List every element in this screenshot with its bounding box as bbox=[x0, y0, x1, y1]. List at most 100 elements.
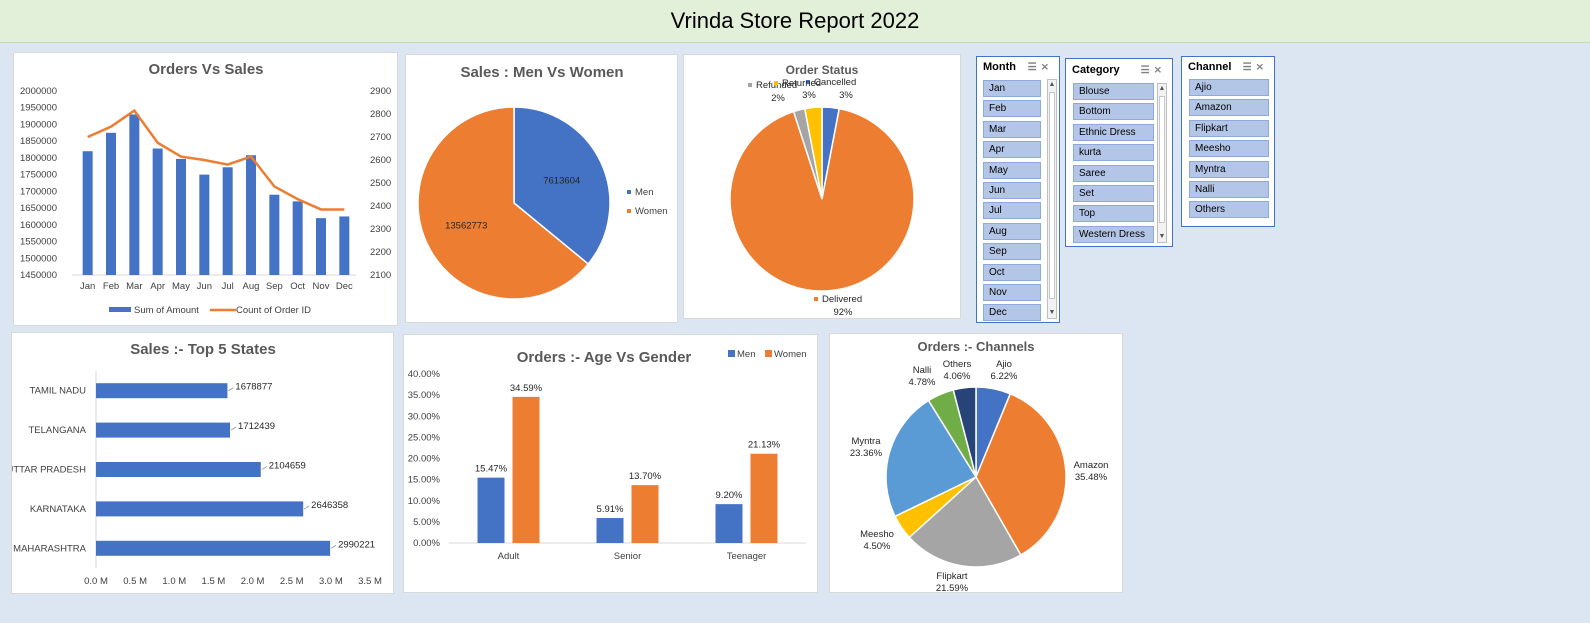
y-tick-label: 40.00% bbox=[408, 369, 441, 380]
legend-swatch-men bbox=[728, 350, 735, 357]
month-item-nov[interactable]: Nov bbox=[983, 284, 1041, 301]
category-item-saree[interactable]: Saree bbox=[1073, 164, 1154, 182]
bar-tamil-nadu bbox=[96, 383, 228, 399]
slice-name-meesho: Meesho bbox=[860, 529, 894, 540]
slice-name-flipkart: Flipkart bbox=[936, 571, 968, 582]
status-slice-delivered bbox=[729, 107, 915, 292]
bar-oct bbox=[292, 201, 303, 275]
x-tick-label: 0.5 M bbox=[123, 576, 147, 587]
bar-maharashtra bbox=[96, 540, 331, 556]
bar-senior-men bbox=[596, 518, 624, 543]
month-item-jul[interactable]: Jul bbox=[983, 202, 1041, 220]
bar-jun bbox=[199, 174, 210, 275]
bar-adult-women bbox=[512, 396, 540, 543]
sales-men-women-chart: Sales : Men Vs Women 7613604 Men 13562773 Wo… bbox=[417, 64, 668, 300]
x-tick-label: 3.5 M bbox=[358, 576, 382, 587]
month-item-jun[interactable]: Jun bbox=[983, 182, 1041, 199]
channels-panel: Orders :- Channels Ajio 6.22% Amazon 35.48% F… bbox=[829, 333, 1123, 594]
category-slicer-scrollbar[interactable]: ▲ ▼ bbox=[1157, 83, 1167, 243]
channel-item-amazon[interactable]: Amazon bbox=[1189, 99, 1269, 117]
category-item-top[interactable]: Top bbox=[1073, 205, 1154, 223]
x-tick-label: 1.5 M bbox=[202, 576, 226, 587]
month-item-oct[interactable]: Oct bbox=[983, 263, 1041, 281]
slice-value-cancelled: 3% bbox=[839, 90, 853, 101]
legend-swatch-returned bbox=[774, 81, 778, 85]
category-item-bottom[interactable]: Bottom bbox=[1073, 103, 1154, 121]
slice-name-refunded: Refunded bbox=[756, 80, 797, 91]
month-item-dec[interactable]: Dec bbox=[983, 304, 1041, 322]
y-right-tick-label: 2900 bbox=[370, 86, 391, 97]
multi-select-icon[interactable]: ☰ bbox=[1242, 61, 1256, 73]
bar-telangana bbox=[96, 422, 231, 438]
scroll-thumb[interactable] bbox=[1049, 92, 1055, 299]
bar-mar bbox=[129, 114, 140, 275]
legend-label-men: Men bbox=[737, 349, 755, 360]
legend-swatch-women bbox=[765, 350, 772, 357]
month-item-feb[interactable]: Feb bbox=[983, 100, 1041, 118]
scroll-thumb[interactable] bbox=[1159, 96, 1165, 223]
slice-name-returned: Returned bbox=[782, 78, 821, 89]
x-tick-label: Mar bbox=[126, 281, 142, 292]
category-slicer-header: Category ☰⨯ bbox=[1066, 59, 1172, 81]
month-item-apr[interactable]: Apr bbox=[983, 141, 1041, 159]
bar-jul bbox=[222, 167, 233, 275]
x-tick-label: Jan bbox=[80, 281, 95, 292]
y-left-tick-label: 1450000 bbox=[20, 270, 57, 281]
legend-label-women: Women bbox=[635, 206, 668, 217]
clear-filter-icon[interactable]: ⨯ bbox=[1255, 61, 1268, 73]
category-item-set[interactable]: Set bbox=[1073, 185, 1154, 202]
slice-value-delivered: 92% bbox=[833, 307, 853, 318]
y-left-tick-label: 1900000 bbox=[20, 119, 57, 130]
month-item-jan[interactable]: Jan bbox=[983, 80, 1041, 97]
category-item-kurta[interactable]: kurta bbox=[1073, 144, 1154, 162]
month-item-mar[interactable]: Mar bbox=[983, 120, 1041, 138]
channel-item-flipkart[interactable]: Flipkart bbox=[1189, 119, 1269, 137]
channel-item-meesho[interactable]: Meesho bbox=[1189, 140, 1269, 158]
month-item-aug[interactable]: Aug bbox=[983, 222, 1041, 240]
multi-select-icon[interactable]: ☰ bbox=[1140, 64, 1154, 76]
slice-name-myntra: Myntra bbox=[851, 436, 881, 447]
clear-filter-icon[interactable]: ⨯ bbox=[1040, 61, 1053, 73]
legend-swatch-women bbox=[627, 209, 631, 213]
x-tick-label: May bbox=[172, 281, 190, 292]
y-right-tick-label: 2400 bbox=[370, 201, 391, 212]
x-tick-label: Adult bbox=[498, 551, 520, 562]
legend-label-amount: Sum of Amount bbox=[134, 305, 199, 316]
multi-select-icon[interactable]: ☰ bbox=[1027, 61, 1041, 73]
y-tick-label: KARNATAKA bbox=[30, 504, 87, 515]
y-left-tick-label: 1600000 bbox=[20, 220, 57, 231]
gender-slice-women bbox=[417, 106, 590, 300]
channel-item-nalli[interactable]: Nalli bbox=[1189, 181, 1269, 198]
month-item-may[interactable]: May bbox=[983, 161, 1041, 179]
category-item-blouse[interactable]: Blouse bbox=[1073, 83, 1154, 100]
report-title-bar: Vrinda Store Report 2022 bbox=[0, 0, 1590, 43]
data-label-teenager-women: 21.13% bbox=[748, 440, 781, 451]
month-slicer-scrollbar[interactable]: ▲ ▼ bbox=[1047, 79, 1057, 319]
y-tick-label: UTTAR PRADESH bbox=[12, 465, 86, 476]
month-slicer: Month ☰⨯ Jan Feb Mar Apr May Jun Jul Aug Sep Oct N… bbox=[976, 56, 1060, 323]
channel-item-ajio[interactable]: Ajio bbox=[1189, 79, 1269, 96]
month-item-sep[interactable]: Sep bbox=[983, 243, 1041, 261]
data-label-leader bbox=[230, 426, 237, 431]
clear-filter-icon[interactable]: ⨯ bbox=[1153, 64, 1166, 76]
data-label-leader bbox=[228, 387, 234, 392]
channel-item-myntra[interactable]: Myntra bbox=[1189, 160, 1269, 178]
y-left-tick-label: 1650000 bbox=[20, 203, 57, 214]
channel-slice-flipkart bbox=[908, 475, 1022, 568]
bar-teenager-women bbox=[750, 453, 778, 543]
x-tick-label: Dec bbox=[336, 281, 353, 292]
channel-item-others[interactable]: Others bbox=[1189, 201, 1269, 219]
orders-vs-sales-panel: Orders Vs Sales 2000000 1950000 1900000 1850… bbox=[13, 52, 398, 326]
top-states-panel: Sales :- Top 5 States TAMIL NADU 1678877 TE… bbox=[11, 332, 394, 594]
x-tick-label: 3.0 M bbox=[319, 576, 343, 587]
channel-slicer-header: Channel ☰⨯ bbox=[1182, 57, 1274, 77]
slice-name-others: Others bbox=[943, 359, 972, 370]
x-tick-label: Apr bbox=[150, 281, 165, 292]
bar-feb bbox=[106, 132, 116, 275]
bar-adult-men bbox=[477, 477, 505, 543]
chart-title: Orders Vs Sales bbox=[148, 61, 263, 78]
x-tick-label: Sep bbox=[266, 281, 283, 292]
category-item-ethnic-dress[interactable]: Ethnic Dress bbox=[1073, 123, 1154, 141]
category-item-western-dress[interactable]: Western Dress bbox=[1073, 225, 1154, 243]
category-slicer: Category ☰⨯ Blouse Bottom Ethnic Dress kurt… bbox=[1065, 58, 1173, 247]
